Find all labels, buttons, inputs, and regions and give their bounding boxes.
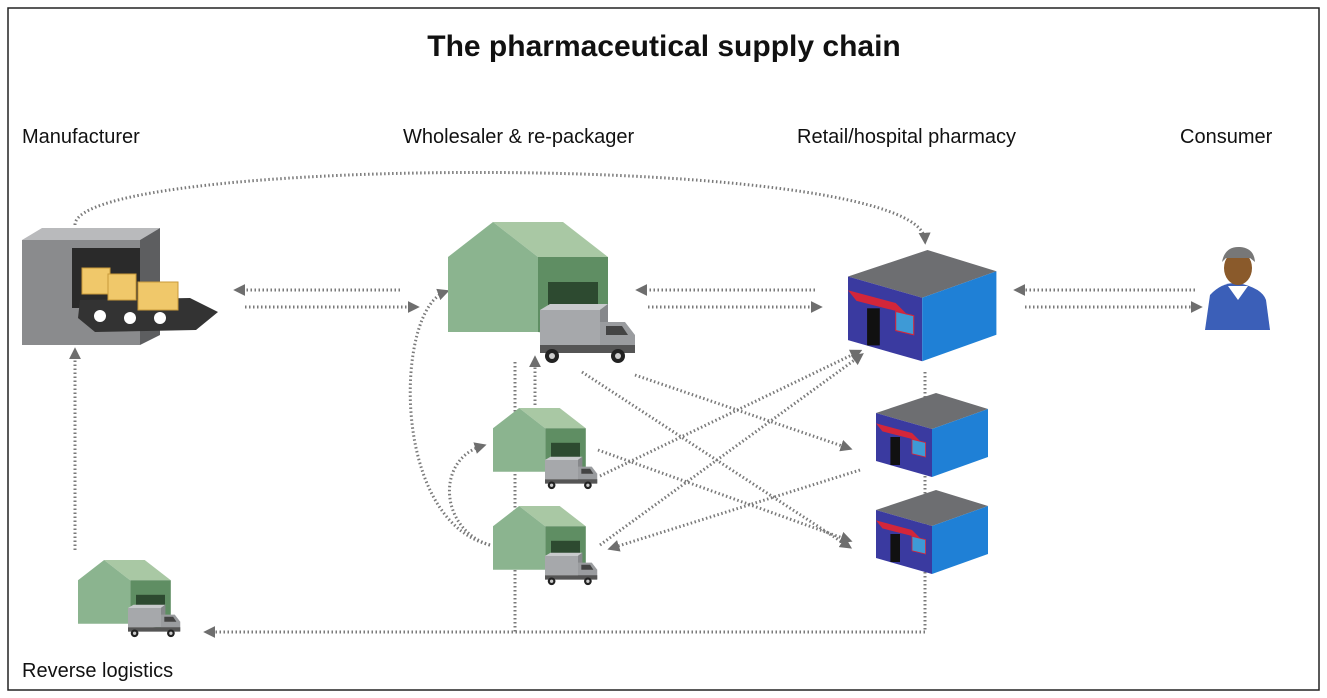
- node-label: Retail/hospital pharmacy: [797, 126, 1016, 148]
- node-label: Reverse logistics: [22, 660, 173, 682]
- node-label: Consumer: [1180, 126, 1273, 148]
- node-label: Wholesaler & re-packager: [403, 126, 635, 148]
- diagram: The pharmaceutical supply chain Manufact…: [0, 0, 1327, 698]
- node-label: Manufacturer: [22, 126, 140, 148]
- title: The pharmaceutical supply chain: [427, 30, 900, 63]
- frame: [8, 8, 1319, 690]
